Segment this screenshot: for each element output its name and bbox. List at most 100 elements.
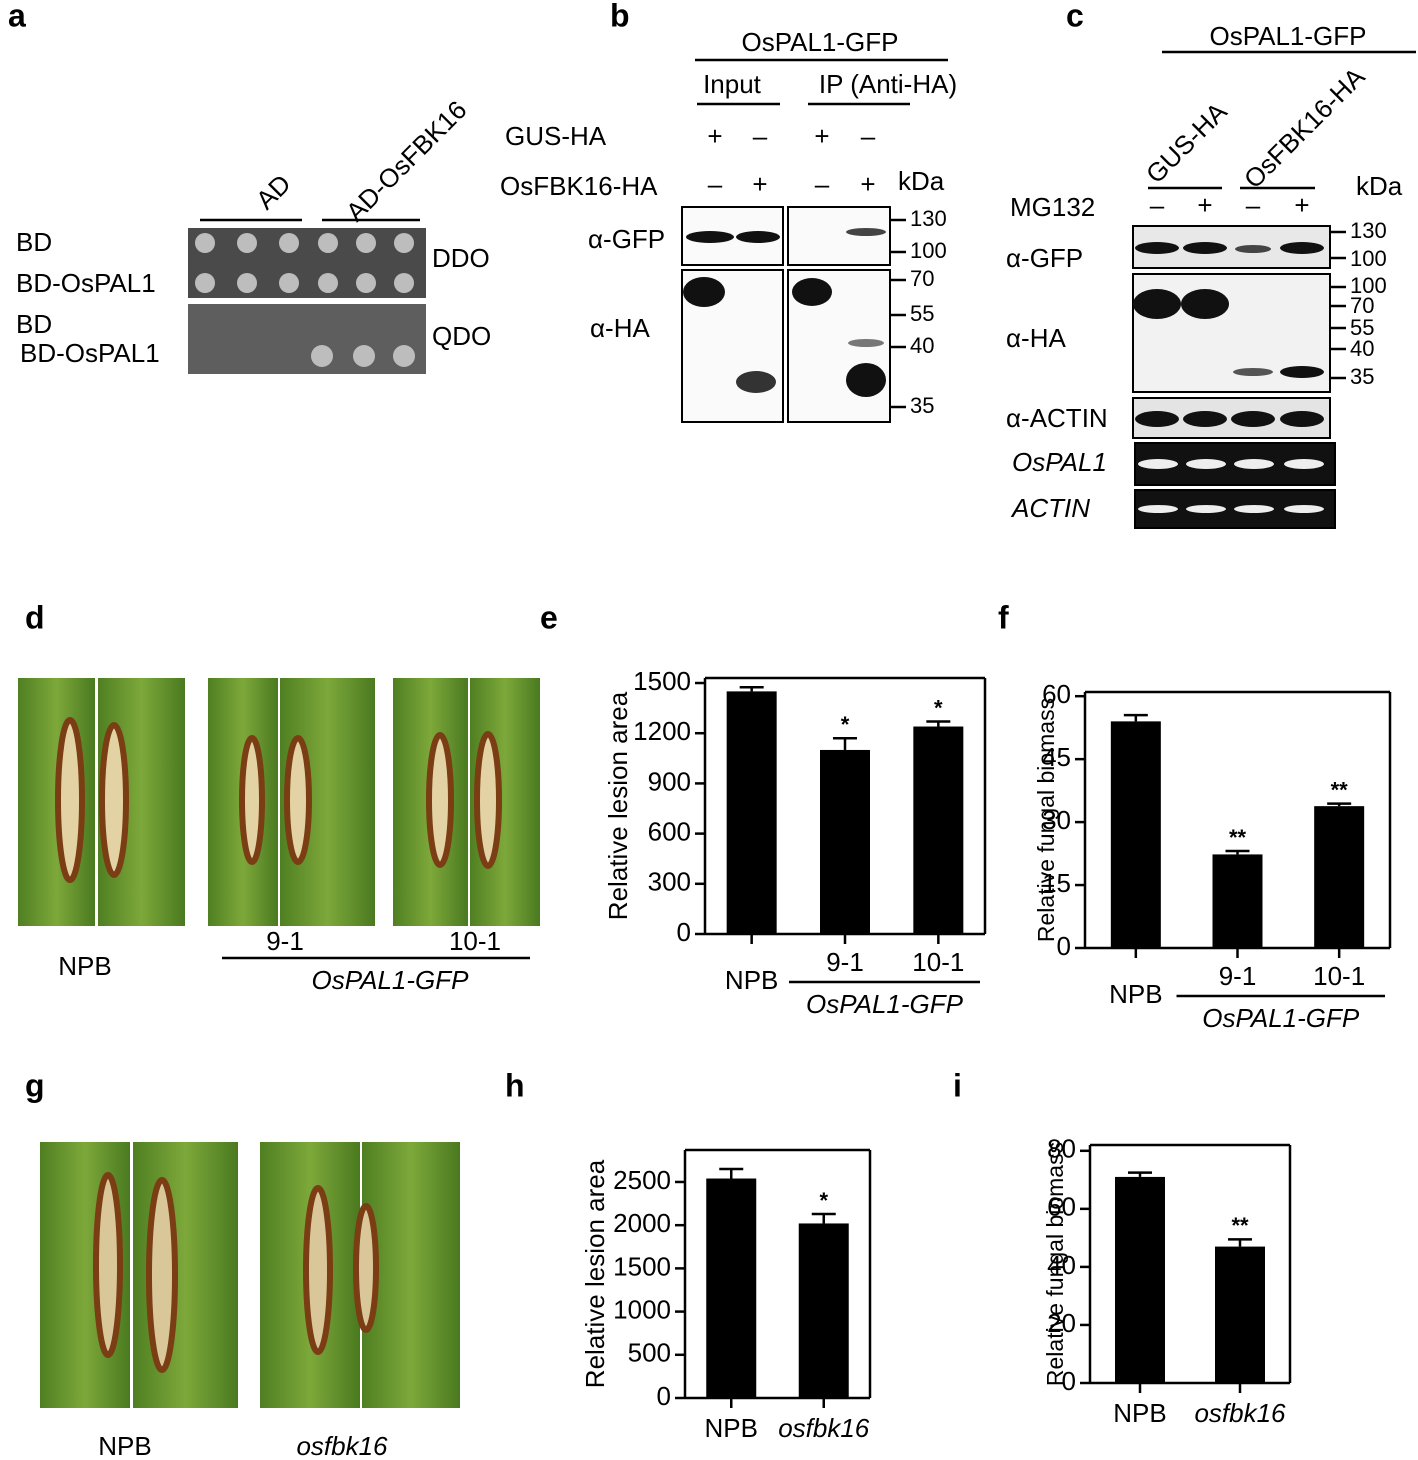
y-tick-label: 900 bbox=[648, 766, 691, 796]
group-label: Input bbox=[703, 69, 762, 99]
bar bbox=[798, 1223, 849, 1398]
x-tick-label: 10-1 bbox=[1313, 961, 1365, 991]
bar bbox=[1212, 854, 1263, 948]
significance: ** bbox=[1231, 1213, 1249, 1238]
unit: kDa bbox=[898, 166, 945, 196]
x-tick-label: 9-1 bbox=[826, 947, 864, 977]
panel-a: AD AD-OsFBK16 BD BD-OsPAL1 DDO BD BD-OsP… bbox=[16, 95, 491, 374]
panel-b: OsPAL1-GFP Input IP (Anti-HA) GUS-HA + –… bbox=[500, 27, 957, 423]
x-tick-label: NPB bbox=[725, 965, 778, 995]
bar bbox=[1110, 721, 1161, 948]
sign: + bbox=[860, 169, 875, 199]
y-tick-label: 80 bbox=[1047, 1134, 1076, 1164]
sample-label: 10-1 bbox=[449, 926, 501, 956]
sample-label: NPB bbox=[98, 1431, 151, 1460]
y-axis-title: Relative fungal biomass bbox=[1042, 1142, 1068, 1386]
row-label: α-ACTIN bbox=[1006, 403, 1108, 433]
y-tick-label: 1000 bbox=[613, 1294, 671, 1324]
panel-label: i bbox=[953, 1067, 962, 1103]
y-tick-label: 0 bbox=[1057, 931, 1071, 961]
unit: kDa bbox=[1356, 171, 1403, 201]
colonies bbox=[195, 233, 415, 367]
y-tick-label: 15 bbox=[1042, 868, 1071, 898]
y-tick-label: 2500 bbox=[613, 1165, 671, 1195]
construct: OsPAL1-GFP bbox=[1209, 21, 1366, 51]
bar bbox=[1314, 806, 1365, 948]
sign: – bbox=[861, 121, 876, 151]
panel-label: c bbox=[1066, 0, 1084, 33]
x-tick-label: NPB bbox=[705, 1413, 758, 1443]
group-label: IP (Anti-HA) bbox=[819, 69, 957, 99]
marker: 35 bbox=[910, 393, 934, 418]
sign: – bbox=[753, 121, 768, 151]
bar bbox=[820, 749, 870, 934]
y-tick-label: 2000 bbox=[613, 1208, 671, 1238]
construct: OsPAL1-GFP bbox=[741, 27, 898, 57]
sample-label: NPB bbox=[58, 951, 111, 981]
y-tick-label: 500 bbox=[628, 1338, 671, 1368]
sign: – bbox=[1246, 190, 1261, 220]
panel-d-photo bbox=[18, 678, 540, 926]
marker: 100 bbox=[1350, 246, 1387, 271]
sign: + bbox=[814, 121, 829, 151]
bar bbox=[706, 1178, 757, 1398]
bands bbox=[1133, 242, 1324, 427]
group-label: OsPAL1-GFP bbox=[311, 965, 469, 995]
bar bbox=[1215, 1246, 1265, 1383]
marker: 100 bbox=[910, 238, 947, 263]
sign: – bbox=[708, 169, 723, 199]
y-tick-label: 20 bbox=[1047, 1308, 1076, 1338]
gel-bands bbox=[1138, 459, 1324, 513]
bands bbox=[683, 228, 886, 397]
antibody: α-GFP bbox=[588, 224, 665, 254]
panel-c: OsPAL1-GFP GUS-HA OsFBK16-HA MG132 – + –… bbox=[1006, 21, 1416, 529]
y-tick-label: 600 bbox=[648, 816, 691, 846]
x-tick-label: osfbk16 bbox=[778, 1413, 870, 1443]
bar bbox=[726, 691, 777, 934]
row-label: GUS-HA bbox=[505, 121, 607, 151]
plate bbox=[188, 304, 426, 374]
y-tick-label: 0 bbox=[677, 917, 691, 947]
group-label: OsFBK16-HA bbox=[1238, 61, 1371, 194]
sample-label: osfbk16 bbox=[296, 1431, 388, 1460]
treatment-label: MG132 bbox=[1010, 192, 1095, 222]
marker: 70 bbox=[1350, 293, 1374, 318]
sign: – bbox=[815, 169, 830, 199]
row-label: BD bbox=[16, 227, 52, 257]
row-label: BD bbox=[16, 309, 52, 339]
marker: 40 bbox=[910, 333, 934, 358]
y-tick-label: 60 bbox=[1047, 1192, 1076, 1222]
row-label: α-HA bbox=[1006, 323, 1066, 353]
marker: 100 bbox=[1350, 273, 1387, 298]
sign: + bbox=[1197, 190, 1212, 220]
y-tick-label: 45 bbox=[1042, 742, 1071, 772]
row-label: OsFBK16-HA bbox=[500, 171, 658, 201]
antibody: α-HA bbox=[590, 313, 650, 343]
y-axis-title: Relative lesion area bbox=[603, 691, 633, 920]
sign: + bbox=[1294, 190, 1309, 220]
panel-label: d bbox=[25, 599, 45, 635]
markers: 130 100 100 70 55 40 35 bbox=[1330, 218, 1387, 389]
row-label: OsPAL1 bbox=[1012, 447, 1107, 477]
row-label: BD-OsPAL1 bbox=[16, 268, 156, 298]
significance: * bbox=[841, 712, 850, 737]
marker: 130 bbox=[1350, 218, 1387, 243]
x-tick-label: NPB bbox=[1109, 979, 1162, 1009]
significance: ** bbox=[1331, 777, 1349, 802]
sample-label: 9-1 bbox=[266, 926, 304, 956]
x-tick-label: 9-1 bbox=[1219, 961, 1257, 991]
column-label: AD bbox=[250, 168, 297, 215]
group-label: OsPAL1-GFP bbox=[806, 989, 964, 1019]
marker: 55 bbox=[1350, 315, 1374, 340]
medium-label: DDO bbox=[432, 243, 490, 273]
significance: * bbox=[819, 1188, 828, 1213]
bar bbox=[913, 726, 964, 934]
marker: 40 bbox=[1350, 336, 1374, 361]
plate bbox=[188, 228, 426, 298]
panel-label: b bbox=[610, 0, 630, 33]
sign: + bbox=[707, 121, 722, 151]
panel-label: e bbox=[540, 599, 558, 635]
row-label: α-GFP bbox=[1006, 243, 1083, 273]
y-tick-label: 0 bbox=[1062, 1366, 1076, 1396]
group-label: GUS-HA bbox=[1140, 96, 1233, 189]
